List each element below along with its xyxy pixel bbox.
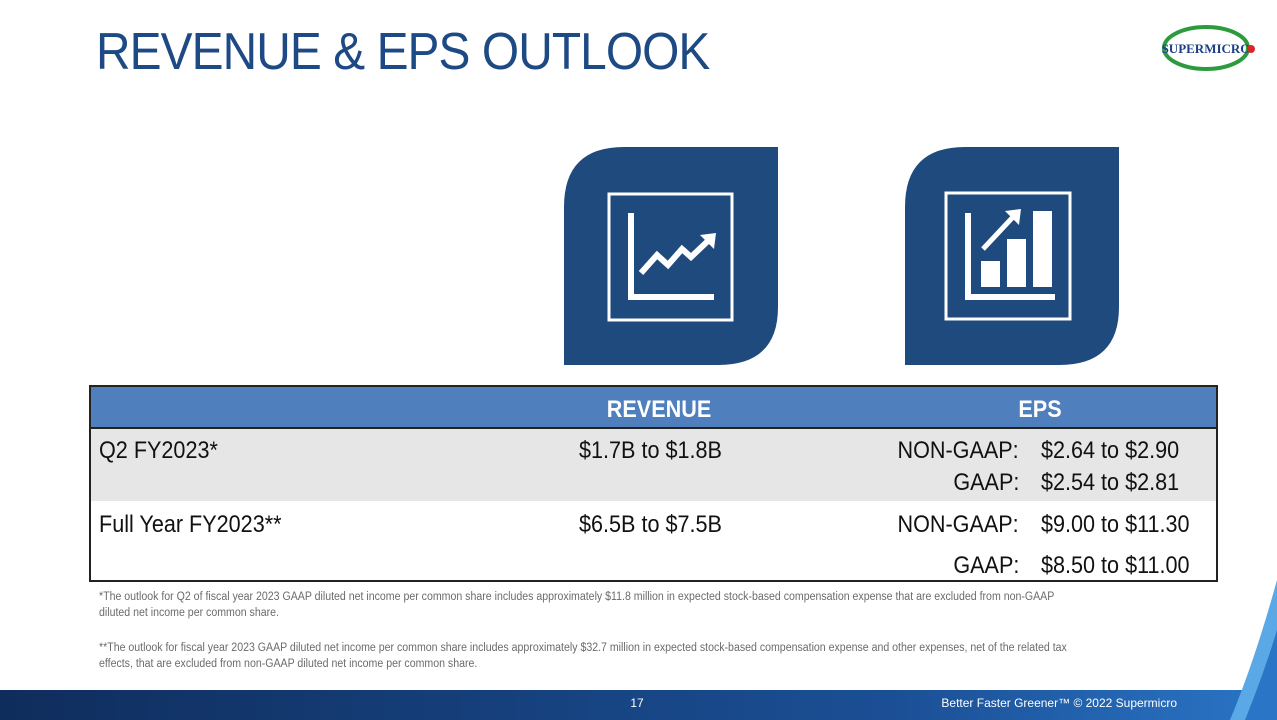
row-label: Q2 FY2023* bbox=[99, 437, 218, 464]
logo-text: SUPERMICRO bbox=[1162, 41, 1251, 56]
header-cell: EPS bbox=[1018, 396, 1062, 423]
eps-label: GAAP: bbox=[952, 469, 1019, 496]
eps-value: $8.50 to $11.00 bbox=[1041, 552, 1190, 579]
footnote: *The outlook for Q2 of fiscal year 2023 … bbox=[99, 591, 1055, 619]
eps-label: NON-GAAP: bbox=[897, 511, 1019, 538]
outlook-table: REVENUE EPS Q2 FY2023* $1.7B to $1.8B NO… bbox=[89, 385, 1218, 582]
eps-label: GAAP: bbox=[952, 552, 1019, 579]
icons bbox=[564, 147, 1119, 365]
row-label: Full Year FY2023** bbox=[99, 511, 282, 538]
eps-value: $9.00 to $11.30 bbox=[1041, 511, 1190, 538]
eps-value: $2.64 to $2.90 bbox=[1041, 437, 1180, 464]
footnote: **The outlook for fiscal year 2023 GAAP … bbox=[99, 642, 1067, 670]
revenue: $6.5B to $7.5B bbox=[579, 511, 722, 538]
slide-title: REVENUE & EPS OUTLOOK bbox=[96, 23, 710, 81]
eps-label: NON-GAAP: bbox=[897, 437, 1019, 464]
revenue: $1.7B to $1.8B bbox=[579, 437, 722, 464]
footer-bar bbox=[0, 580, 1277, 720]
row-bg bbox=[91, 429, 1216, 501]
page-number: 17 bbox=[630, 696, 644, 710]
header-cell: REVENUE bbox=[606, 396, 712, 423]
header-row bbox=[91, 387, 1216, 429]
eps-value: $2.54 to $2.81 bbox=[1041, 469, 1180, 496]
logo: SUPERMICRO bbox=[1162, 25, 1255, 71]
tagline: Better Faster Greener™ © 2022 Supermicro bbox=[941, 696, 1177, 710]
